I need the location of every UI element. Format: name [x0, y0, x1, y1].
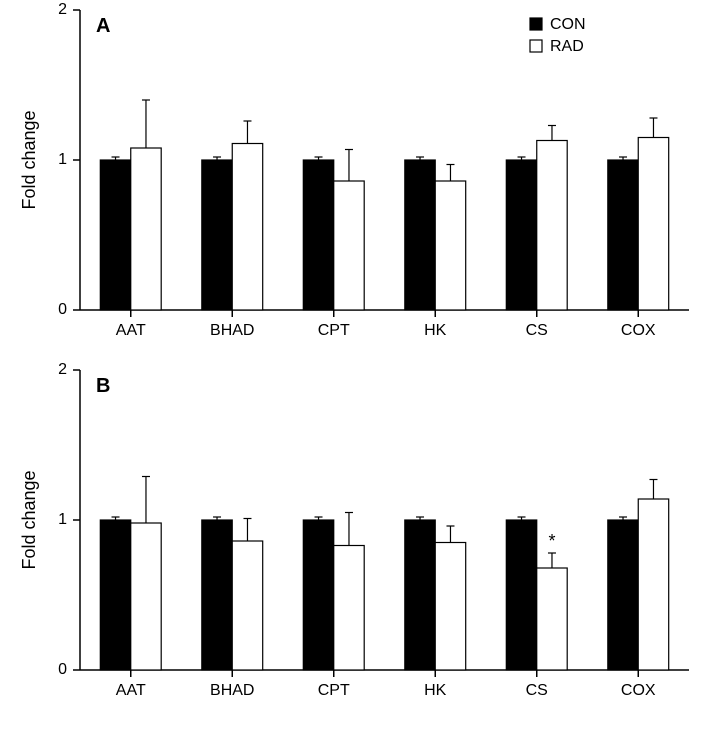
- legend-label: CON: [550, 16, 586, 33]
- panel-b: 0 1 2 Fold change B AAT BHAD CPT HK CS COX *: [19, 361, 689, 699]
- bar: [100, 160, 130, 310]
- category-label: AAT: [116, 322, 146, 339]
- category-label: HK: [424, 682, 447, 699]
- category-label: CS: [526, 322, 548, 339]
- category-label: COX: [621, 322, 656, 339]
- bar: [638, 499, 668, 670]
- legend-swatch: [530, 40, 542, 52]
- bar: [638, 138, 668, 311]
- bar: [435, 181, 465, 310]
- legend-swatch: [530, 18, 542, 30]
- ytick-label: 1: [58, 151, 67, 168]
- panel-tag: B: [96, 375, 110, 397]
- bar: [131, 148, 161, 310]
- bar: [405, 520, 435, 670]
- panel-tag: A: [96, 15, 110, 37]
- bar: [506, 160, 536, 310]
- category-label: BHAD: [210, 682, 254, 699]
- legend-label: RAD: [550, 38, 584, 55]
- y-axis-label: Fold change: [19, 470, 39, 569]
- ytick-label: 2: [58, 1, 67, 18]
- figure: 0 1 2 Fold change A AAT BHAD CPT HK CS COX CON RAD 0 1…: [0, 0, 709, 747]
- panel-a: 0 1 2 Fold change A AAT BHAD CPT HK CS COX: [19, 1, 689, 339]
- bar: [100, 520, 130, 670]
- bar: [435, 543, 465, 671]
- category-label: BHAD: [210, 322, 254, 339]
- ytick-label: 1: [58, 511, 67, 528]
- bar: [232, 144, 262, 311]
- bar: [405, 160, 435, 310]
- legend: CON RAD: [530, 16, 586, 55]
- bar: [202, 520, 232, 670]
- bar: [303, 160, 333, 310]
- bar: [537, 568, 567, 670]
- bar: [232, 541, 262, 670]
- bar: [334, 546, 364, 671]
- category-label: CPT: [318, 682, 350, 699]
- y-axis-label: Fold change: [19, 110, 39, 209]
- category-label: CS: [526, 682, 548, 699]
- category-label: CPT: [318, 322, 350, 339]
- bar: [608, 520, 638, 670]
- category-label: HK: [424, 322, 447, 339]
- bar: [608, 160, 638, 310]
- category-label: AAT: [116, 682, 146, 699]
- bar: [334, 181, 364, 310]
- category-label: COX: [621, 682, 656, 699]
- bar: [506, 520, 536, 670]
- bar: [131, 523, 161, 670]
- ytick-label: 2: [58, 361, 67, 378]
- ytick-label: 0: [58, 301, 67, 318]
- bar: [537, 141, 567, 311]
- ytick-label: 0: [58, 661, 67, 678]
- annotation: *: [548, 531, 555, 551]
- bar: [202, 160, 232, 310]
- bar: [303, 520, 333, 670]
